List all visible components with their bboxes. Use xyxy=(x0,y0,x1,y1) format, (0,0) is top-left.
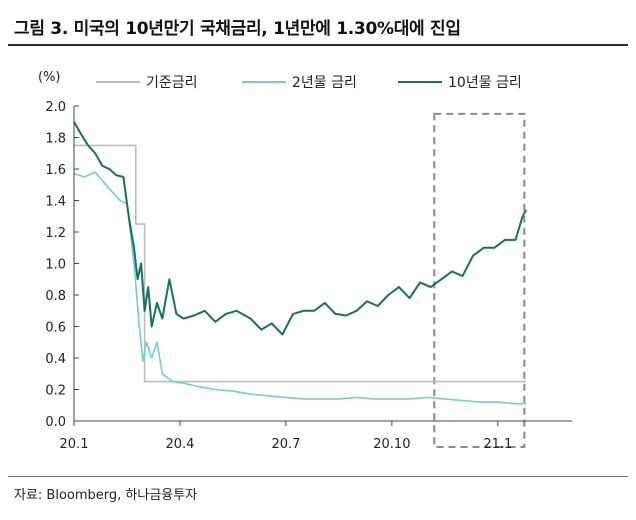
y-tick-label: 1.0 xyxy=(45,258,66,273)
x-tick-label: 20.7 xyxy=(271,437,300,452)
chart-legend: (%) 기준금리 2년물 금리 10년물 금리 xyxy=(38,70,522,91)
x-tick-label: 20.10 xyxy=(373,437,410,452)
series-line-2y-yield xyxy=(73,171,527,405)
legend-label: 2년물 금리 xyxy=(292,75,357,91)
legend-label: 기준금리 xyxy=(146,75,198,91)
title-divider xyxy=(8,44,628,46)
highlight-box xyxy=(433,112,526,448)
series-line-10y-yield xyxy=(73,121,527,336)
y-tick-label: 0.6 xyxy=(45,321,66,336)
y-tick-label: 0.0 xyxy=(45,415,66,430)
y-tick-label: 1.6 xyxy=(45,163,66,178)
y-tick-label: 2.0 xyxy=(45,100,66,115)
series-line-base-rate xyxy=(74,144,527,383)
y-tick-label: 1.8 xyxy=(45,132,66,147)
y-tick-label: 0.8 xyxy=(45,289,66,304)
x-tick-label: 20.1 xyxy=(60,437,89,452)
x-tick-label: 21.1 xyxy=(483,437,512,452)
series-lines xyxy=(73,121,527,405)
x-tick-label: 20.4 xyxy=(165,437,194,452)
y-tick-label: 0.2 xyxy=(45,384,66,399)
source-divider xyxy=(8,476,628,477)
plot-area xyxy=(433,112,526,448)
y-tick-label: 1.2 xyxy=(45,226,66,241)
figure-title: 그림 3. 미국의 10년만기 국채금리, 1년만에 1.30%대에 진입 xyxy=(14,19,461,39)
source-note: 자료: Bloomberg, 하나금융투자 xyxy=(14,488,198,503)
y-tick-label: 1.4 xyxy=(45,195,66,210)
legend-label: 10년물 금리 xyxy=(448,75,522,91)
y-tick-label: 0.4 xyxy=(45,352,66,367)
y-axis-unit-label: (%) xyxy=(38,70,61,85)
chart-axes: 0.0 0.2 0.4 0.6 0.8 1.0 1.2 1.4 1.6 1.8 2.0 20.1 20.… xyxy=(45,100,572,452)
